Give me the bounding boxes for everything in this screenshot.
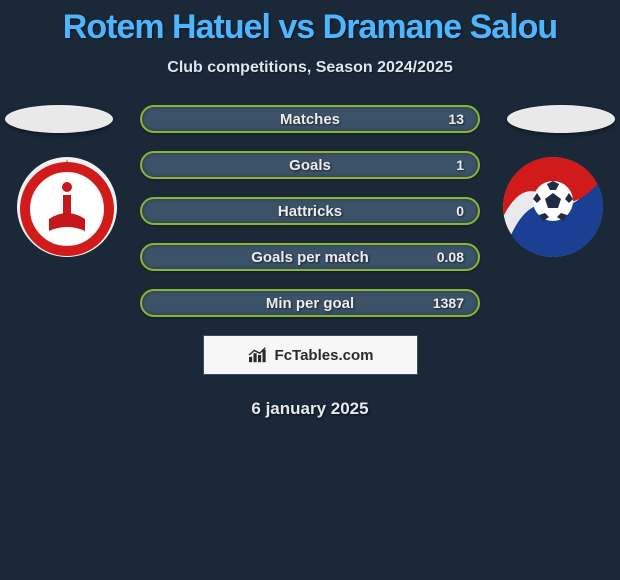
stat-value: 0.08 bbox=[437, 249, 464, 265]
brand-chart-icon bbox=[247, 346, 269, 364]
stat-value: 1387 bbox=[433, 295, 464, 311]
stat-label: Goals per match bbox=[251, 249, 369, 266]
stat-label: Goals bbox=[289, 157, 331, 174]
stat-value: 0 bbox=[456, 203, 464, 219]
brand-text: FcTables.com bbox=[275, 347, 374, 364]
club-badge-left[interactable] bbox=[17, 157, 117, 257]
stat-label: Min per goal bbox=[266, 295, 354, 312]
stat-row-matches: Matches 13 bbox=[140, 105, 480, 133]
stat-row-goals-per-match: Goals per match 0.08 bbox=[140, 243, 480, 271]
stat-row-hattricks: Hattricks 0 bbox=[140, 197, 480, 225]
club-badge-right-svg bbox=[503, 157, 603, 257]
page-title: Rotem Hatuel vs Dramane Salou bbox=[0, 0, 620, 47]
stat-label: Matches bbox=[280, 111, 340, 128]
date-text: 6 january 2025 bbox=[0, 399, 620, 419]
club-badge-left-svg bbox=[17, 157, 117, 257]
comparison-content: Matches 13 Goals 1 Hattricks 0 Goals per… bbox=[0, 105, 620, 419]
brand-box[interactable]: FcTables.com bbox=[203, 335, 418, 375]
player-ellipse-right bbox=[507, 105, 615, 133]
player-ellipse-left bbox=[5, 105, 113, 133]
stats-list: Matches 13 Goals 1 Hattricks 0 Goals per… bbox=[140, 105, 480, 317]
stat-row-goals: Goals 1 bbox=[140, 151, 480, 179]
subtitle: Club competitions, Season 2024/2025 bbox=[0, 59, 620, 77]
stat-value: 13 bbox=[448, 111, 464, 127]
stat-row-min-per-goal: Min per goal 1387 bbox=[140, 289, 480, 317]
stat-value: 1 bbox=[456, 157, 464, 173]
club-badge-right[interactable] bbox=[503, 157, 603, 257]
stat-label: Hattricks bbox=[278, 203, 342, 220]
